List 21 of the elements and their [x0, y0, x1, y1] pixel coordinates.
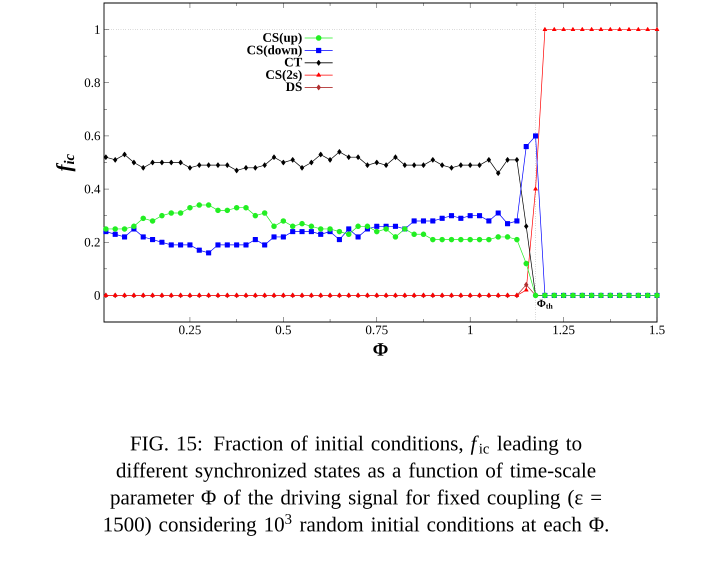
y-axis-title: f$_{ic}$: [56, 154, 76, 172]
x-tick-label: 0.75: [366, 326, 388, 334]
y-tick-label: 0.6: [84, 132, 100, 140]
y-tick-label: 0.4: [84, 184, 100, 194]
y-tick-label: 0: [94, 291, 100, 300]
ref-line-label: Φ$_{th}$: [537, 300, 553, 309]
y-tick-label: 1: [95, 25, 100, 34]
y-tick-label: 0.2: [84, 238, 100, 247]
legend-label: CS(2s): [266, 70, 302, 82]
legend-label: CS(up): [263, 32, 302, 44]
legend-label: DS: [286, 82, 302, 92]
x-tick-label: 0.5: [276, 326, 291, 334]
y-tick-label: 0.8: [84, 78, 100, 88]
x-tick-label: 1.5: [650, 326, 665, 334]
legend-label: CS(down): [247, 45, 302, 58]
text: FIG. 15: Fraction of initial conditions, f$_{ic}$ leading to different synchronized states as a function of time-scale parameter Φ of the driving signal for fixed coupling (ε = 1500) considering 10$^{3}$ random initial conditions at each Φ.: [104, 436, 608, 536]
x-tick-label: 1.25: [553, 326, 574, 334]
x-axis-title: Φ: [373, 343, 388, 356]
x-tick-label: 0.25: [179, 326, 201, 334]
x-tick-label: 1: [468, 326, 473, 334]
legend-label: CT: [284, 58, 302, 66]
